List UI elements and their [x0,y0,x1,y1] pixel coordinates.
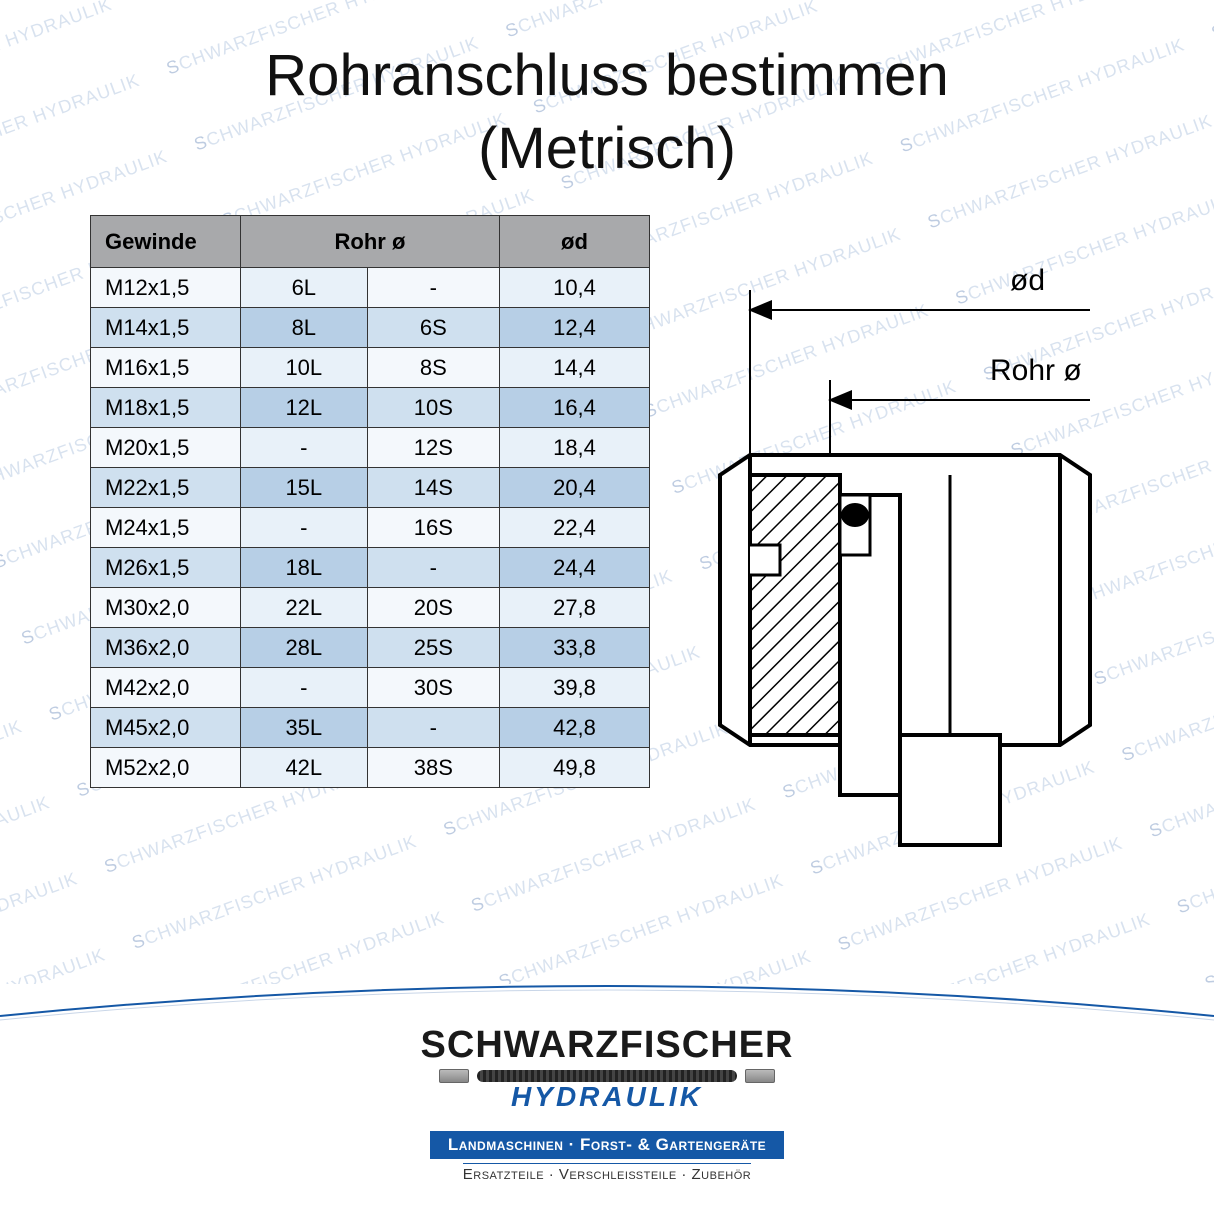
cell-od: 33,8 [500,628,650,668]
cell-rohr-l: - [241,668,368,708]
tagline-primary: Landmaschinen · Forst- & Gartengeräte [430,1131,784,1159]
cell-gewinde: M30x2,0 [91,588,241,628]
cell-gewinde: M24x1,5 [91,508,241,548]
cell-od: 12,4 [500,308,650,348]
cell-od: 39,8 [500,668,650,708]
table-row: M42x2,0-30S39,8 [91,668,650,708]
table-row: M14x1,58L6S12,4 [91,308,650,348]
table-row: M18x1,512L10S16,4 [91,388,650,428]
cell-gewinde: M20x1,5 [91,428,241,468]
dim-label-od: ød [1010,264,1045,297]
cell-gewinde: M16x1,5 [91,348,241,388]
table-row: M20x1,5-12S18,4 [91,428,650,468]
cell-rohr-s: 16S [367,508,499,548]
page-title: Rohranschluss bestimmen (Metrisch) [0,0,1214,185]
title-line-2: (Metrisch) [478,116,736,181]
cell-od: 27,8 [500,588,650,628]
table-row: M36x2,028L25S33,8 [91,628,650,668]
table-row: M30x2,022L20S27,8 [91,588,650,628]
cell-rohr-l: 22L [241,588,368,628]
cell-rohr-l: 6L [241,268,368,308]
cell-rohr-l: 42L [241,748,368,788]
cell-rohr-s: - [367,268,499,308]
cell-od: 16,4 [500,388,650,428]
cell-rohr-s: 10S [367,388,499,428]
cell-rohr-l: 8L [241,308,368,348]
table-row: M45x2,035L-42,8 [91,708,650,748]
cell-od: 14,4 [500,348,650,388]
cell-gewinde: M22x1,5 [91,468,241,508]
cell-rohr-s: - [367,708,499,748]
fitting-diagram: ød Rohr ø [690,215,1154,835]
cell-gewinde: M18x1,5 [91,388,241,428]
col-header-od: ød [500,216,650,268]
cell-rohr-l: 35L [241,708,368,748]
table-row: M12x1,56L-10,4 [91,268,650,308]
cell-od: 20,4 [500,468,650,508]
dimensions-table: Gewinde Rohr ø ød M12x1,56L-10,4M14x1,58… [90,215,650,788]
cell-gewinde: M36x2,0 [91,628,241,668]
col-header-rohr: Rohr ø [241,216,500,268]
tagline-secondary: Ersatzteile · Verschleißteile · Zubehör [463,1163,751,1183]
cell-rohr-s: 25S [367,628,499,668]
cell-rohr-l: 18L [241,548,368,588]
cell-rohr-l: 10L [241,348,368,388]
table-row: M26x1,518L-24,4 [91,548,650,588]
cell-rohr-s: 6S [367,308,499,348]
cell-rohr-s: 12S [367,428,499,468]
cell-rohr-l: - [241,508,368,548]
brand-main: SCHWARZFISCHER [0,1024,1214,1067]
cell-od: 22,4 [500,508,650,548]
cell-od: 10,4 [500,268,650,308]
table-row: M22x1,515L14S20,4 [91,468,650,508]
cell-rohr-l: 15L [241,468,368,508]
footer-arc [0,976,1214,1026]
cell-gewinde: M52x2,0 [91,748,241,788]
cell-rohr-s: 8S [367,348,499,388]
cell-rohr-s: 14S [367,468,499,508]
cell-rohr-s: - [367,548,499,588]
cell-od: 42,8 [500,708,650,748]
cell-rohr-l: 28L [241,628,368,668]
cell-od: 18,4 [500,428,650,468]
dim-label-rohr: Rohr ø [990,354,1082,387]
table-row: M16x1,510L8S14,4 [91,348,650,388]
cell-od: 49,8 [500,748,650,788]
table-row: M52x2,042L38S49,8 [91,748,650,788]
cell-rohr-s: 20S [367,588,499,628]
cell-gewinde: M14x1,5 [91,308,241,348]
cell-od: 24,4 [500,548,650,588]
footer: SCHWARZFISCHER HYDRAULIK Landmaschinen ·… [0,984,1214,1214]
table-row: M24x1,5-16S22,4 [91,508,650,548]
cell-rohr-l: 12L [241,388,368,428]
col-header-gewinde: Gewinde [91,216,241,268]
cell-rohr-s: 30S [367,668,499,708]
cell-gewinde: M42x2,0 [91,668,241,708]
cell-rohr-s: 38S [367,748,499,788]
brand-sub: HYDRAULIK [0,1081,1214,1113]
cell-gewinde: M12x1,5 [91,268,241,308]
cell-rohr-l: - [241,428,368,468]
cell-gewinde: M45x2,0 [91,708,241,748]
cell-gewinde: M26x1,5 [91,548,241,588]
title-line-1: Rohranschluss bestimmen [265,43,948,108]
